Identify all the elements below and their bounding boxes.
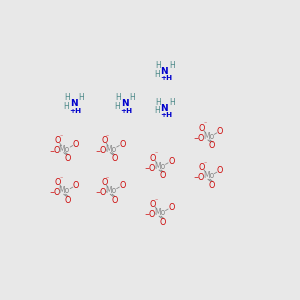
Text: −: − <box>144 166 150 170</box>
Text: O: O <box>53 146 60 155</box>
Text: O: O <box>199 124 205 133</box>
Text: O: O <box>101 178 107 187</box>
Text: O: O <box>55 178 61 187</box>
Text: O: O <box>100 188 106 197</box>
Text: Mo: Mo <box>58 145 70 154</box>
Text: −: − <box>49 190 54 195</box>
Text: ⁻: ⁻ <box>155 153 158 158</box>
Text: O: O <box>150 200 156 209</box>
Text: O: O <box>160 218 166 226</box>
Text: ⁻: ⁻ <box>106 135 109 140</box>
Text: Mo: Mo <box>58 186 70 195</box>
Text: O: O <box>149 210 155 219</box>
Text: O: O <box>197 173 204 182</box>
Text: −: − <box>96 190 101 195</box>
Text: H: H <box>116 93 122 102</box>
Text: O: O <box>119 181 126 190</box>
Text: −: − <box>49 148 54 153</box>
Text: H: H <box>64 93 70 102</box>
Text: O: O <box>73 181 79 190</box>
Text: Mo: Mo <box>154 162 165 171</box>
Text: Mo: Mo <box>105 186 116 195</box>
Text: O: O <box>217 127 223 136</box>
Text: −: − <box>96 148 101 153</box>
Text: Mo: Mo <box>203 171 214 180</box>
Text: O: O <box>209 181 215 190</box>
Text: O: O <box>209 141 215 150</box>
Text: ⁻: ⁻ <box>59 177 63 182</box>
Text: O: O <box>149 164 155 172</box>
Text: O: O <box>111 196 117 205</box>
Text: +H: +H <box>160 76 172 82</box>
Text: O: O <box>197 134 204 142</box>
Text: O: O <box>160 171 166 180</box>
Text: O: O <box>168 203 174 212</box>
Text: O: O <box>64 196 71 205</box>
Text: H: H <box>155 98 161 107</box>
Text: H: H <box>155 61 161 70</box>
Text: ⁻: ⁻ <box>204 123 207 128</box>
Text: O: O <box>199 163 205 172</box>
Text: H: H <box>169 98 175 107</box>
Text: O: O <box>101 136 107 146</box>
Text: H: H <box>129 93 135 102</box>
Text: Mo: Mo <box>203 132 214 141</box>
Text: N: N <box>160 67 168 76</box>
Text: +H: +H <box>160 112 172 118</box>
Text: −: − <box>193 175 199 180</box>
Text: O: O <box>53 188 60 197</box>
Text: O: O <box>119 140 126 148</box>
Text: N: N <box>160 103 168 112</box>
Text: Mo: Mo <box>105 145 116 154</box>
Text: N: N <box>121 99 128 108</box>
Text: H: H <box>114 102 120 111</box>
Text: H: H <box>78 93 84 102</box>
Text: Mo: Mo <box>154 208 165 217</box>
Text: H: H <box>154 106 160 116</box>
Text: −: − <box>144 212 150 217</box>
Text: ⁻: ⁻ <box>59 135 63 140</box>
Text: ⁻: ⁻ <box>204 162 207 167</box>
Text: H: H <box>154 70 160 79</box>
Text: H: H <box>169 61 175 70</box>
Text: +H: +H <box>120 108 133 114</box>
Text: O: O <box>150 154 156 163</box>
Text: −: − <box>193 136 199 140</box>
Text: O: O <box>73 140 79 148</box>
Text: ⁻: ⁻ <box>106 177 109 182</box>
Text: H: H <box>63 102 69 111</box>
Text: O: O <box>168 157 174 166</box>
Text: O: O <box>100 146 106 155</box>
Text: +H: +H <box>69 108 81 114</box>
Text: ⁻: ⁻ <box>155 199 158 204</box>
Text: O: O <box>111 154 117 163</box>
Text: O: O <box>55 136 61 146</box>
Text: O: O <box>217 166 223 175</box>
Text: N: N <box>70 99 77 108</box>
Text: O: O <box>64 154 71 163</box>
